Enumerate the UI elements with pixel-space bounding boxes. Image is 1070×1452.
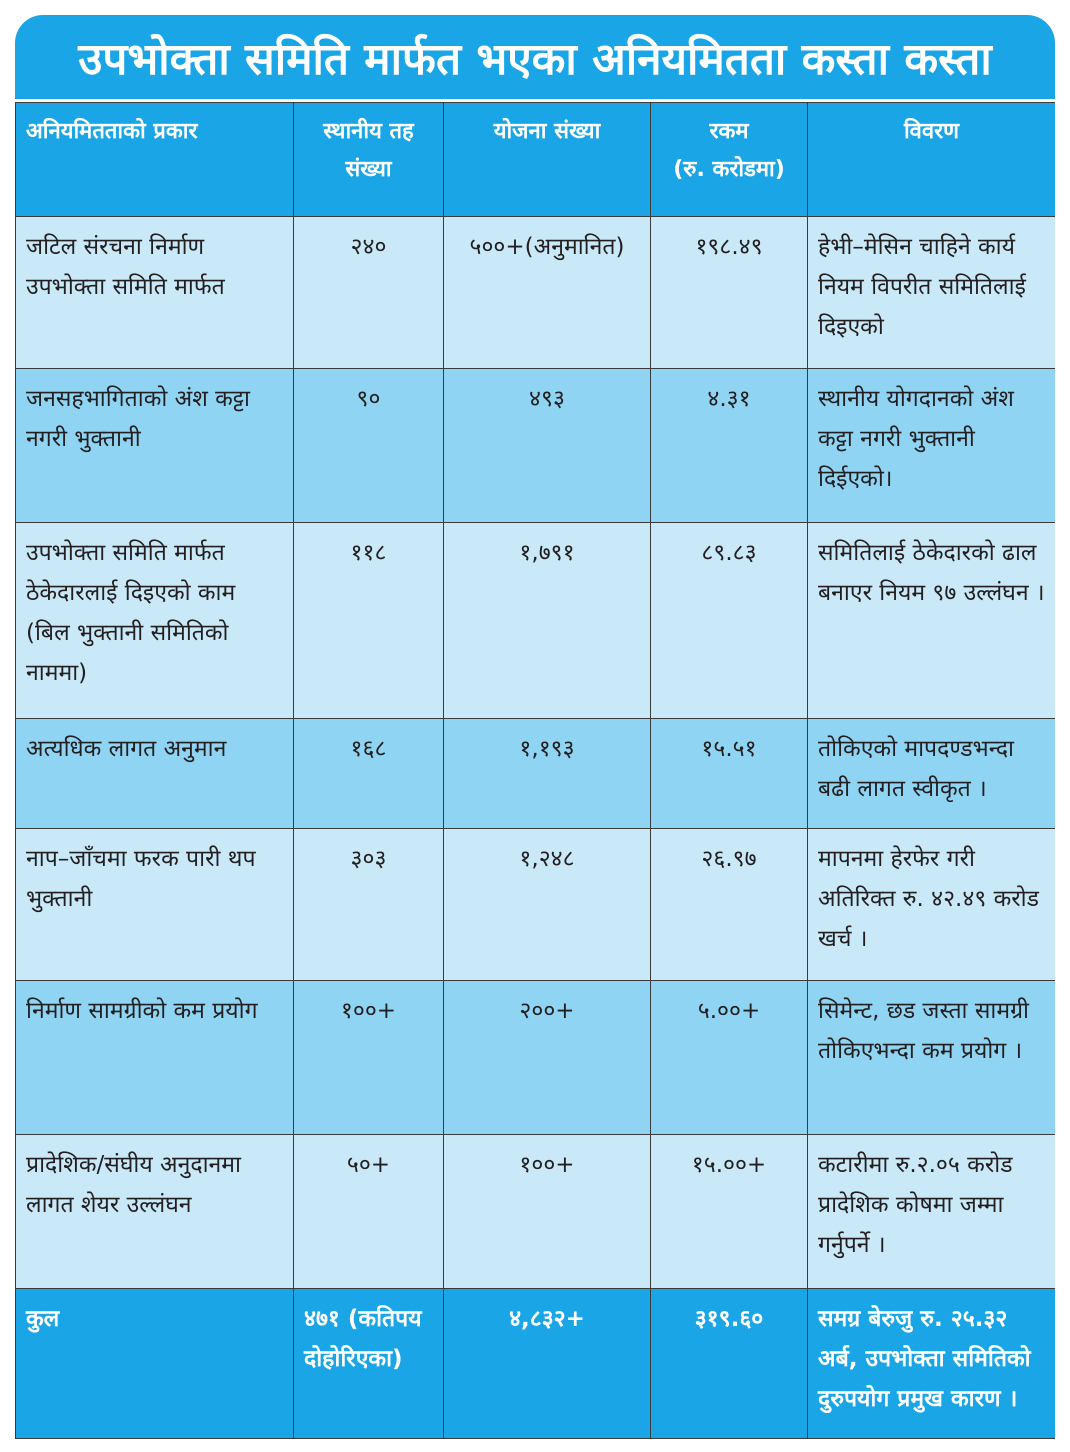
cell-type: अत्यधिक लागत अनुमान [15, 718, 294, 829]
table-row: जनसहभागिताको अंश कट्टा नगरी भुक्तानी ९० … [15, 368, 1055, 523]
table-row: निर्माण सामग्रीको कम प्रयोग १००+ २००+ ५.… [15, 980, 1055, 1135]
total-details: समग्र बेरुजु रु. २५.३२ अर्ब, उपभोक्ता सम… [807, 1288, 1055, 1439]
cell-local-units: १००+ [293, 980, 444, 1135]
cell-type: नाप–जाँचमा फरक पारी थप भुक्तानी [15, 828, 294, 981]
header-type: अनियमितताको प्रकार [15, 102, 294, 217]
cell-type: जनसहभागिताको अंश कट्टा नगरी भुक्तानी [15, 368, 294, 523]
cell-local-units: १६८ [293, 718, 444, 829]
irregularities-table: अनियमितताको प्रकार स्थानीय तह संख्या योज… [15, 102, 1055, 1439]
total-type: कुल [15, 1288, 294, 1439]
cell-projects: ५००+(अनुमानित) [443, 216, 651, 369]
cell-projects: २००+ [443, 980, 651, 1135]
table-row: प्रादेशिक/संघीय अनुदानमा लागत शेयर उल्लं… [15, 1134, 1055, 1289]
cell-type: उपभोक्ता समिति मार्फत ठेकेदारलाई दिइएको … [15, 522, 294, 719]
cell-type: निर्माण सामग्रीको कम प्रयोग [15, 980, 294, 1135]
cell-details: सिमेन्ट, छड जस्ता सामग्री तोकिएभन्दा कम … [807, 980, 1055, 1135]
cell-local-units: ११८ [293, 522, 444, 719]
cell-amount: १५.००+ [650, 1134, 808, 1289]
cell-projects: १,७९१ [443, 522, 651, 719]
cell-projects: १,१९३ [443, 718, 651, 829]
cell-type: प्रादेशिक/संघीय अनुदानमा लागत शेयर उल्लं… [15, 1134, 294, 1289]
cell-amount: १५.५१ [650, 718, 808, 829]
total-local-units: ४७१ (कतिपय दोहोरिएका) [293, 1288, 444, 1439]
cell-amount: १९८.४९ [650, 216, 808, 369]
header-amount: रकम (रु. करोडमा) [650, 102, 808, 217]
cell-projects: १,२४८ [443, 828, 651, 981]
cell-amount: ८९.८३ [650, 522, 808, 719]
cell-local-units: ३०३ [293, 828, 444, 981]
cell-details: समितिलाई ठेकेदारको ढाल बनाएर नियम ९७ उल्… [807, 522, 1055, 719]
cell-details: मापनमा हेरफेर गरी अतिरिक्त रु. ४२.४९ करो… [807, 828, 1055, 981]
table-row: जटिल संरचना निर्माण उपभोक्ता समिति मार्फ… [15, 216, 1055, 369]
cell-local-units: ९० [293, 368, 444, 523]
cell-projects: १००+ [443, 1134, 651, 1289]
header-projects: योजना संख्या [443, 102, 651, 217]
page-title: उपभोक्ता समिति मार्फत भएका अनियमितता कस्… [15, 15, 1055, 99]
cell-projects: ४९३ [443, 368, 651, 523]
cell-details: हेभी–मेसिन चाहिने कार्य नियम विपरीत समित… [807, 216, 1055, 369]
divider [15, 99, 1055, 102]
table-row: उपभोक्ता समिति मार्फत ठेकेदारलाई दिइएको … [15, 522, 1055, 719]
cell-local-units: २४० [293, 216, 444, 369]
infographic: उपभोक्ता समिति मार्फत भएका अनियमितता कस्… [15, 15, 1055, 1440]
header-amount-unit: (रु. करोडमा) [673, 157, 785, 182]
header-local-units: स्थानीय तह संख्या [293, 102, 444, 217]
table-row: अत्यधिक लागत अनुमान १६८ १,१९३ १५.५१ तोकि… [15, 718, 1055, 829]
table-header-row: अनियमितताको प्रकार स्थानीय तह संख्या योज… [15, 102, 1055, 217]
header-details: विवरण [807, 102, 1055, 217]
table-row: नाप–जाँचमा फरक पारी थप भुक्तानी ३०३ १,२४… [15, 828, 1055, 981]
cell-amount: ५.००+ [650, 980, 808, 1135]
header-amount-label: रकम [709, 119, 749, 144]
cell-amount: २६.९७ [650, 828, 808, 981]
cell-details: तोकिएको मापदण्डभन्दा बढी लागत स्वीकृत । [807, 718, 1055, 829]
cell-amount: ४.३१ [650, 368, 808, 523]
cell-type: जटिल संरचना निर्माण उपभोक्ता समिति मार्फ… [15, 216, 294, 369]
cell-local-units: ५०+ [293, 1134, 444, 1289]
total-projects: ४,८३२+ [443, 1288, 651, 1439]
cell-details: कटारीमा रु.२.०५ करोड प्रादेशिक कोषमा जम्… [807, 1134, 1055, 1289]
total-row: कुल ४७१ (कतिपय दोहोरिएका) ४,८३२+ ३१९.६० … [15, 1288, 1055, 1439]
cell-details: स्थानीय योगदानको अंश कट्टा नगरी भुक्तानी… [807, 368, 1055, 523]
total-amount: ३१९.६० [650, 1288, 808, 1439]
